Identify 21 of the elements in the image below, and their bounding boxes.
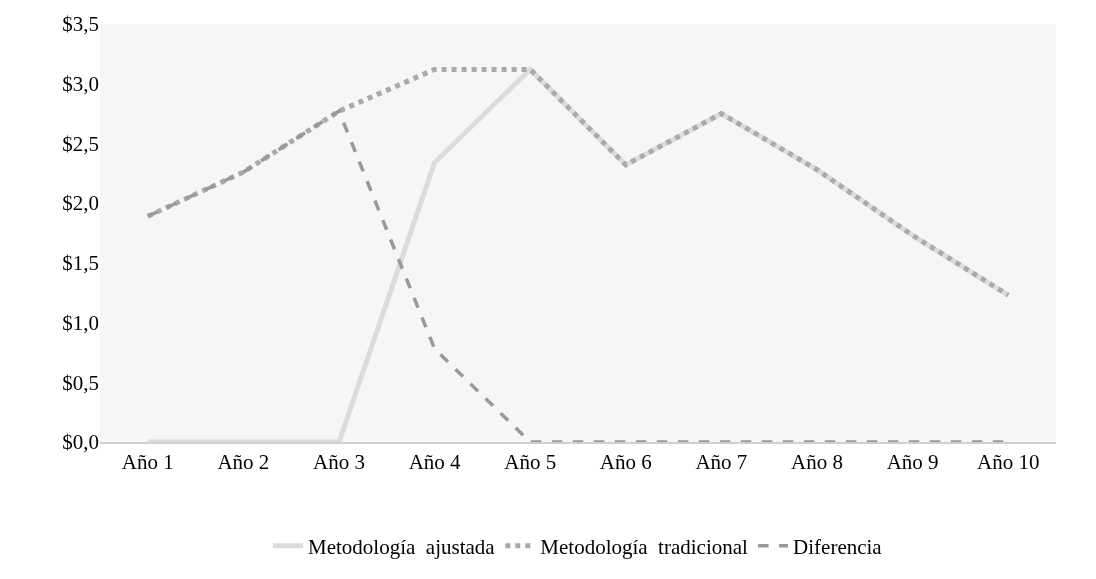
x-tick-label: Año 3 bbox=[313, 449, 365, 474]
x-tick-label: Año 10 bbox=[976, 449, 1040, 474]
x-tick-label: Año 8 bbox=[791, 449, 843, 474]
x-tick-label: Año 6 bbox=[599, 449, 652, 474]
x-tick-label: Año 2 bbox=[217, 449, 270, 474]
y-tick-label: $3,0 bbox=[62, 72, 99, 97]
x-tick-label: Año 4 bbox=[408, 449, 462, 474]
y-tick-label: $0,0 bbox=[62, 430, 99, 455]
x-tick-label: Año 1 bbox=[121, 449, 174, 474]
legend-label: Metodología ajustada bbox=[308, 534, 496, 559]
legend-label: Metodología tradicional bbox=[540, 534, 749, 559]
y-tick-label: $0,5 bbox=[62, 370, 99, 395]
y-tick-label: $1,5 bbox=[62, 251, 99, 276]
x-tick-label: Año 7 bbox=[695, 449, 748, 474]
x-tick-label: Año 9 bbox=[886, 449, 939, 474]
y-tick-label: $3,5 bbox=[62, 12, 99, 37]
x-tick-label: Año 5 bbox=[504, 449, 557, 474]
y-tick-label: $2,0 bbox=[62, 191, 99, 216]
y-tick-label: $1,0 bbox=[62, 310, 99, 335]
y-tick-label: $2,5 bbox=[62, 131, 99, 156]
legend-label: Diferencia bbox=[793, 534, 883, 559]
